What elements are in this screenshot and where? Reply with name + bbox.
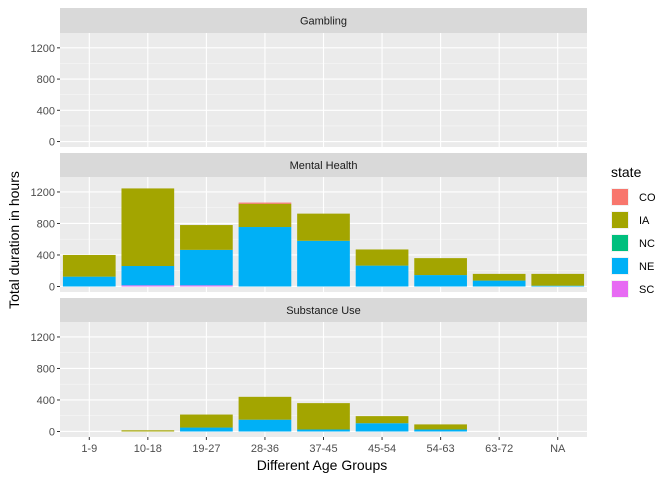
bar-mental-health-54-63-ia xyxy=(414,258,467,276)
bar-mental-health-10-18-sc xyxy=(121,285,175,287)
legend-swatch-nc xyxy=(612,235,628,251)
facet-strip-label: Mental Health xyxy=(290,160,358,172)
x-tick-label: 10-18 xyxy=(134,443,162,455)
bar-mental-health-19-27-ne xyxy=(180,249,233,286)
x-tick-label: 54-63 xyxy=(427,443,455,455)
legend-swatch-sc xyxy=(612,281,628,297)
legend-label-sc: SC xyxy=(639,284,654,296)
y-tick-label: 400 xyxy=(37,250,55,262)
bar-mental-health-37-45-ia xyxy=(297,213,350,241)
x-axis: 1-9 10-18 19-27 28-36 37-45 45-54 54-63 63-72 NA xyxy=(81,437,566,455)
bar-substance-use-10-18-ia xyxy=(121,430,175,432)
bar-substance-use-54-63-ia xyxy=(414,424,467,430)
legend-swatch-ia xyxy=(612,212,628,228)
bar-mental-health-19-27-ia xyxy=(180,225,233,250)
x-tick-label: 19-27 xyxy=(192,443,220,455)
bar-mental-health-na-ne xyxy=(531,285,585,287)
legend-label-ia: IA xyxy=(639,215,650,227)
facet-gambling: Gambling 0 400 800 1200 xyxy=(31,8,587,149)
bar-mental-health-na-ia xyxy=(531,273,585,286)
x-axis-title: Different Age Groups xyxy=(257,457,387,473)
bar-mental-health-28-36-ne xyxy=(238,227,292,287)
y-tick-label: 1200 xyxy=(31,187,55,199)
facet-strip-label: Gambling xyxy=(300,16,347,28)
y-tick-label: 800 xyxy=(37,218,55,230)
facet-substance-use: Substance Use 0 400 800 1200 xyxy=(31,298,587,438)
bar-substance-use-19-27-ne xyxy=(180,427,233,432)
x-tick-label: 28-36 xyxy=(251,443,279,455)
facet-panels: Gambling 0 400 800 1200 Mental Health 0 400 800 1… xyxy=(31,8,587,438)
y-tick-label: 800 xyxy=(37,74,55,86)
y-tick-label: 0 xyxy=(49,281,55,293)
bar-mental-health-37-45-ne xyxy=(297,240,350,287)
bar-substance-use-45-54-ia xyxy=(355,416,409,424)
bar-mental-health-54-63-ne xyxy=(414,275,467,287)
bar-substance-use-54-63-ne xyxy=(414,429,467,432)
facet-strip-label: Substance Use xyxy=(286,305,361,317)
bar-substance-use-37-45-ne xyxy=(297,429,350,432)
legend: state CO IA NC NE SC xyxy=(611,164,656,298)
x-tick-label: 45-54 xyxy=(368,443,396,455)
y-tick-label: 800 xyxy=(37,363,55,375)
legend-label-co: CO xyxy=(639,192,656,204)
x-tick-label: NA xyxy=(550,443,566,455)
bar-mental-health-45-54-ne xyxy=(355,265,409,287)
y-tick-label: 400 xyxy=(37,395,55,407)
bar-substance-use-37-45-ia xyxy=(297,403,350,430)
x-tick-label: 1-9 xyxy=(81,443,97,455)
bar-substance-use-45-54-ne xyxy=(355,423,409,432)
y-tick-label: 1200 xyxy=(31,332,55,344)
y-tick-label: 0 xyxy=(49,426,55,438)
bar-mental-health-28-36-co xyxy=(238,202,292,204)
bar-substance-use-19-27-ia xyxy=(180,414,233,428)
x-tick-label: 37-45 xyxy=(309,443,337,455)
legend-swatch-ne xyxy=(612,258,628,274)
legend-items: CO IA NC NE SC xyxy=(611,188,656,298)
facet-strip xyxy=(60,8,587,33)
legend-swatch-co xyxy=(612,189,628,205)
bar-mental-health-19-27-sc xyxy=(180,285,233,287)
facet-mental-health: Mental Health 0 400 800 1200 xyxy=(31,153,587,293)
bar-mental-health-63-72-ia xyxy=(472,273,526,281)
y-axis-title: Total duration in hours xyxy=(6,171,22,309)
bar-mental-health-10-18-ne xyxy=(121,266,175,286)
x-tick-label: 63-72 xyxy=(485,443,513,455)
y-tick-label: 1200 xyxy=(31,43,55,55)
bar-mental-health-10-18-ia xyxy=(121,188,175,267)
bar-mental-health-1-9-ne xyxy=(62,276,116,287)
facet-strip xyxy=(60,298,587,322)
bar-mental-health-28-36-ia xyxy=(238,203,292,228)
bar-mental-health-1-9-ia xyxy=(62,254,116,277)
bar-mental-health-45-54-ia xyxy=(355,249,409,266)
legend-label-nc: NC xyxy=(639,238,655,250)
bar-mental-health-63-72-ne xyxy=(472,280,526,287)
facet-strip xyxy=(60,153,587,177)
y-tick-label: 400 xyxy=(37,105,55,117)
bar-substance-use-28-36-ne xyxy=(238,419,292,432)
bar-substance-use-28-36-ia xyxy=(238,396,292,420)
legend-label-ne: NE xyxy=(639,261,654,273)
legend-title: state xyxy=(611,164,642,180)
y-tick-label: 0 xyxy=(49,137,55,149)
